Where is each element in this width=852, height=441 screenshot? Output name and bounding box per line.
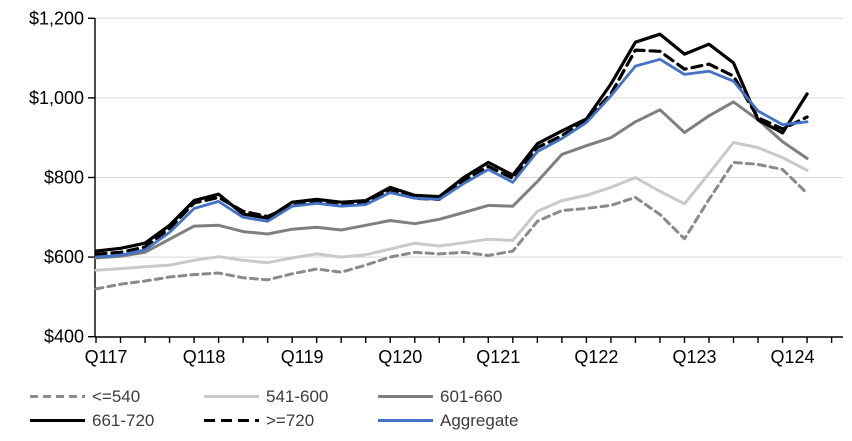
legend-swatch-ge720[interactable]	[204, 419, 259, 422]
x-axis-label-Q119: Q119	[281, 347, 324, 367]
series-line-661-720	[94, 32, 809, 253]
legend-swatch-661-720[interactable]	[30, 419, 85, 422]
x-axis-label-Q123: Q123	[672, 347, 716, 367]
x-axis-label-Q121: Q121	[476, 347, 520, 367]
legend-swatch-541-600[interactable]	[204, 395, 259, 398]
y-axis-label-800: $800	[44, 168, 84, 188]
legend-label-541-600[interactable]: 541-600	[266, 387, 329, 406]
x-axis-label-Q124: Q124	[771, 347, 815, 367]
legend-swatch-le540[interactable]	[30, 395, 85, 398]
y-axis-label-600: $600	[44, 247, 84, 267]
series-line-601-660	[94, 100, 809, 260]
series-line-le540	[94, 160, 809, 291]
x-axis-label-Q122: Q122	[574, 347, 618, 367]
x-axis-label-Q117: Q117	[85, 347, 128, 367]
legend-swatch-aggregate[interactable]	[378, 419, 433, 422]
legend-swatch-601-660[interactable]	[378, 395, 433, 398]
legend-label-le540[interactable]: <=540	[92, 387, 141, 406]
x-axis-label-Q120: Q120	[378, 347, 422, 367]
legend-label-aggregate[interactable]: Aggregate	[440, 411, 519, 430]
series-line-541-600	[94, 141, 809, 272]
legend-label-ge720[interactable]: >=720	[266, 411, 315, 430]
y-axis-label-1200: $1,200	[29, 8, 84, 28]
x-axis-label-Q118: Q118	[183, 347, 226, 367]
series-line-Aggregate	[94, 57, 809, 259]
y-axis-label-1000: $1,000	[29, 88, 84, 108]
y-axis-label-400: $400	[44, 327, 84, 347]
legend-label-601-660[interactable]: 601-660	[440, 387, 503, 406]
legend-label-661-720[interactable]: 661-720	[92, 411, 155, 430]
series-line-ge720	[94, 48, 809, 256]
